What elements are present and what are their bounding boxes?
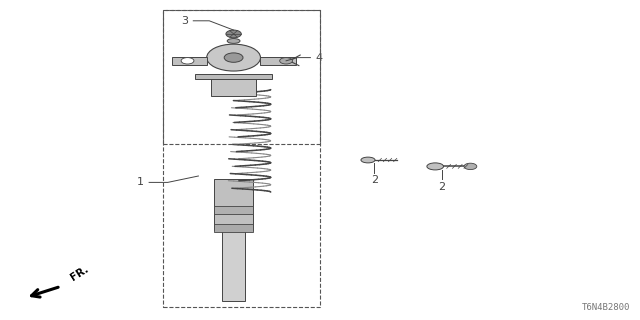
Ellipse shape [226, 30, 241, 38]
Polygon shape [214, 179, 253, 230]
Ellipse shape [361, 157, 375, 163]
Polygon shape [214, 206, 253, 214]
Text: 1: 1 [137, 177, 144, 188]
Polygon shape [211, 78, 256, 96]
Text: FR.: FR. [68, 264, 90, 283]
Ellipse shape [227, 39, 240, 43]
Ellipse shape [427, 163, 444, 170]
Polygon shape [222, 224, 245, 301]
Polygon shape [214, 224, 253, 232]
Circle shape [464, 163, 477, 170]
Text: 3: 3 [181, 16, 188, 26]
Polygon shape [172, 57, 207, 65]
Text: 2: 2 [371, 175, 378, 185]
Text: 4: 4 [316, 52, 323, 63]
Circle shape [280, 58, 292, 64]
Circle shape [181, 58, 194, 64]
Polygon shape [195, 74, 272, 79]
Text: T6N4B2800: T6N4B2800 [582, 303, 630, 312]
Polygon shape [260, 57, 296, 65]
Text: 2: 2 [438, 182, 445, 192]
Ellipse shape [224, 53, 243, 62]
Ellipse shape [207, 44, 260, 71]
